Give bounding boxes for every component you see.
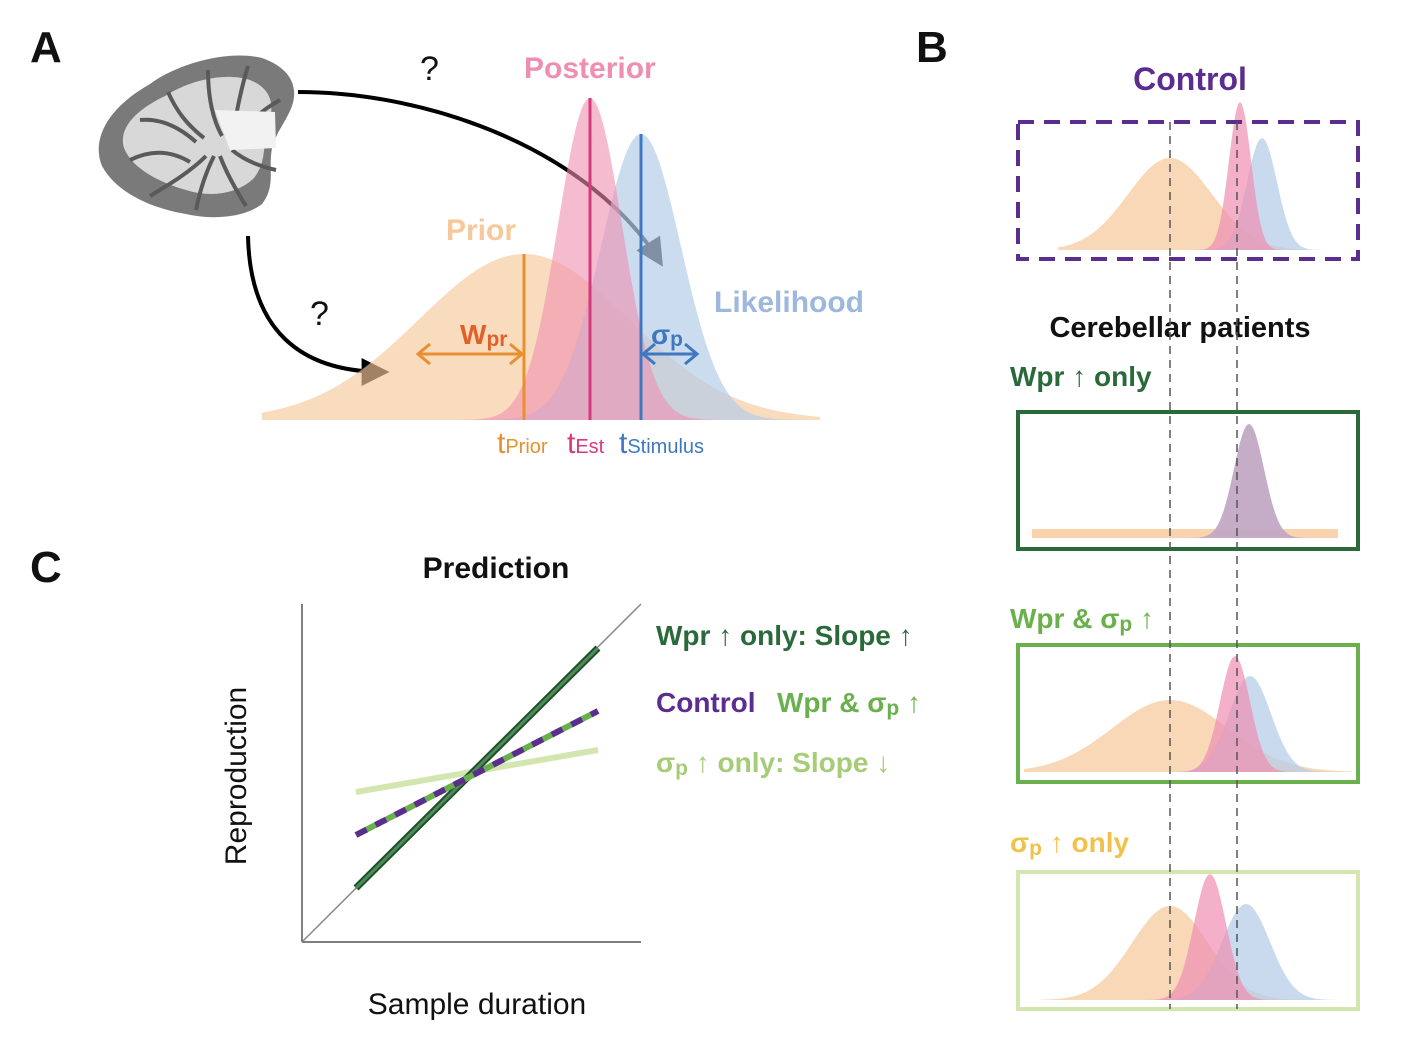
control-prior-curve [1058,158,1340,250]
wpr-label: Wpr [460,319,507,351]
control-box [1016,120,1360,261]
t-prior-label: tPrior [497,427,548,460]
t-est-label: tEst [567,427,605,460]
legend-wpr-sigma: Wpr & σp ↑ [777,687,921,720]
sigma-only-posterior-curve [1040,874,1340,1000]
panel-b-letter: B [916,23,948,72]
question-mark-top: ? [420,50,439,88]
wpr-only-label: Wpr ↑ only [1010,361,1152,392]
control-title: Control [1133,61,1247,97]
legend-wpr-only: Wpr ↑ only: Slope ↑ [656,620,913,651]
question-mark-left: ? [310,295,329,333]
prediction-title: Prediction [423,552,570,585]
posterior-label: Posterior [524,52,656,85]
panel-c-letter: C [30,543,62,592]
wpr-sigma-label: Wpr & σp ↑ [1010,603,1154,636]
sigma-only-likelihood-curve [1040,904,1340,1000]
y-axis-label: Reproduction [220,687,253,865]
control-line [354,708,600,838]
panel-a-letter: A [30,23,62,72]
sigma-p-label: σp [651,319,683,351]
panel-b-distributions [1024,102,1352,1000]
legend-control: Control [656,687,756,718]
likelihood-curve [262,134,820,420]
legend-sigma-only: σp ↑ only: Slope ↓ [656,747,890,780]
sigma-only-label: σp ↑ only [1010,827,1130,860]
posterior-curve [262,98,820,420]
cerebellum-icon [98,55,295,218]
wpr-width-arrow [415,342,525,366]
wpr-only-flat-prior [1032,529,1338,538]
wpr-only-line [354,646,600,890]
wpr-only-box [1016,410,1360,551]
x-axis-label: Sample duration [368,988,586,1021]
t-stimulus-label: tStimulus [619,427,704,460]
wpr-sigma-box [1016,643,1360,784]
wpr-sigma-likelihood-curve [1024,676,1352,772]
arrow-to-prior [246,235,390,386]
wpr-only-posterior-curve [1150,424,1340,538]
likelihood-label: Likelihood [714,286,864,319]
cerebellar-patients-title: Cerebellar patients [1049,312,1310,344]
sigma-only-box [1016,870,1360,1011]
sigma-width-arrow [640,342,700,366]
wpr-sigma-prior-curve [1024,700,1352,772]
panel-a-distributions [262,98,820,420]
control-likelihood-curve [1058,138,1340,250]
prior-label: Prior [446,214,516,247]
